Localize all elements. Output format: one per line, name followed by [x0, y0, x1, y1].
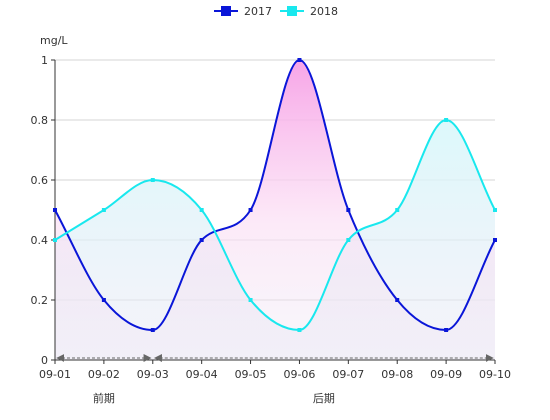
legend-marker-2018	[287, 6, 297, 16]
x-tick-label: 09-10	[479, 368, 511, 381]
data-point-2018[interactable]	[150, 178, 155, 182]
x-tick-label: 09-08	[381, 368, 413, 381]
series-points	[53, 58, 497, 332]
x-tick-label: 09-02	[88, 368, 120, 381]
x-tick-label: 09-06	[283, 368, 315, 381]
x-tick-label: 09-03	[137, 368, 169, 381]
y-tick-label: 0	[41, 354, 48, 367]
series-line-2017	[54, 58, 496, 332]
series-line-2018	[54, 118, 496, 332]
data-point-2018[interactable]	[101, 208, 106, 212]
data-point-2017[interactable]	[493, 238, 497, 242]
y-tick-label: 1	[41, 54, 48, 67]
data-point-2017[interactable]	[248, 208, 253, 212]
data-point-2017[interactable]	[199, 238, 204, 242]
data-point-2017[interactable]	[150, 328, 155, 332]
area-2017	[55, 60, 495, 360]
legend: 2017 2018	[214, 5, 338, 18]
region-label: 后期	[313, 392, 335, 405]
legend-label-2017: 2017	[244, 5, 272, 18]
data-point-2018[interactable]	[493, 208, 497, 212]
y-tick-label: 0.8	[31, 114, 49, 127]
legend-marker-2017	[221, 6, 231, 16]
legend-item-2017[interactable]: 2017	[214, 5, 272, 18]
data-point-2017[interactable]	[297, 58, 302, 62]
legend-item-2018[interactable]: 2018	[280, 5, 338, 18]
region-label: 前期	[93, 391, 115, 405]
x-tick-label: 09-05	[235, 368, 267, 381]
series-lines	[54, 58, 496, 332]
y-tick-labels: 0 0.2 0.4 0.6 0.8 1	[31, 54, 49, 367]
x-tick-label: 09-04	[186, 368, 218, 381]
data-point-2017[interactable]	[53, 208, 57, 212]
y-tick-label: 0.4	[31, 234, 49, 247]
data-point-2018[interactable]	[297, 328, 302, 332]
data-point-2017[interactable]	[101, 298, 106, 302]
x-tick-label: 09-01	[39, 368, 71, 381]
y-tick-label: 0.2	[31, 294, 49, 307]
data-point-2017[interactable]	[346, 208, 351, 212]
data-point-2018[interactable]	[346, 238, 351, 242]
data-point-2018[interactable]	[199, 208, 204, 212]
x-tick-label: 09-07	[332, 368, 364, 381]
y-tick-label: 0.6	[31, 174, 49, 187]
data-point-2018[interactable]	[444, 118, 449, 122]
data-point-2017[interactable]	[444, 328, 449, 332]
period-regions: 前期 后期	[56, 354, 494, 405]
data-point-2017[interactable]	[395, 298, 400, 302]
x-tick-label: 09-09	[430, 368, 462, 381]
x-tick-labels: 09-01 09-02 09-03 09-04 09-05 09-06 09-07 09-08…	[39, 360, 511, 381]
y-axis-unit: mg/L	[40, 34, 68, 47]
data-point-2018[interactable]	[53, 238, 57, 242]
area-fills	[55, 60, 495, 360]
legend-label-2018: 2018	[310, 5, 338, 18]
data-point-2018[interactable]	[248, 298, 253, 302]
data-point-2018[interactable]	[395, 208, 400, 212]
